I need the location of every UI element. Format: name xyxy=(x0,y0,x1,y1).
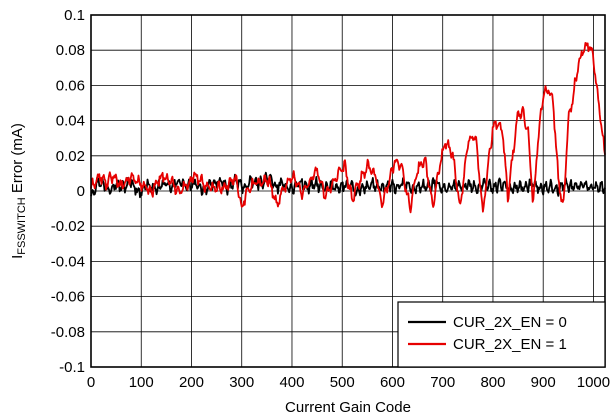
y-tick-label: -0.08 xyxy=(51,324,85,341)
x-tick-label: 400 xyxy=(279,374,304,391)
y-tick-label: -0.02 xyxy=(51,218,85,235)
y-tick-label: 0.08 xyxy=(56,42,85,59)
y-tick-label: -0.1 xyxy=(59,359,85,376)
legend-box xyxy=(397,301,606,368)
y-axis-title-subscript: FSSWITCH xyxy=(16,197,28,254)
y-tick-labels: -0.1 -0.08 -0.06 -0.04 -0.02 0 0.02 0.04 0.06 0.0… xyxy=(51,7,85,376)
y-tick-label: -0.06 xyxy=(51,289,85,306)
x-tick-label: 0 xyxy=(87,374,95,391)
x-tick-label: 900 xyxy=(531,374,556,391)
x-tick-label: 300 xyxy=(229,374,254,391)
y-tick-label: 0.04 xyxy=(56,113,85,130)
y-tick-label: 0.1 xyxy=(64,7,85,24)
y-tick-label: 0 xyxy=(77,183,85,200)
x-tick-label: 100 xyxy=(129,374,154,391)
y-tick-label: -0.04 xyxy=(51,253,85,270)
y-axis-title: IFSSWITCH Error (mA) xyxy=(9,123,28,259)
x-tick-label: 700 xyxy=(430,374,455,391)
series-line-1 xyxy=(90,42,606,214)
x-tick-label: 1000 xyxy=(577,374,610,391)
x-axis-title: Current Gain Code xyxy=(285,399,411,416)
y-axis-title-main: I xyxy=(9,255,26,259)
x-tick-label: 200 xyxy=(179,374,204,391)
x-tick-labels: 0 100 200 300 400 500 600 700 800 900 1000 xyxy=(87,374,610,391)
x-tick-label: 500 xyxy=(330,374,355,391)
legend-label-series-0: CUR_2X_EN = 0 xyxy=(453,314,567,331)
legend-label-series-1: CUR_2X_EN = 1 xyxy=(453,336,567,353)
legend: CUR_2X_EN = 0 CUR_2X_EN = 1 xyxy=(397,301,606,368)
x-tick-label: 600 xyxy=(380,374,405,391)
plot-frame xyxy=(90,14,606,368)
series-layer xyxy=(90,42,606,214)
x-tick-label: 800 xyxy=(480,374,505,391)
y-tick-label: 0.06 xyxy=(56,77,85,94)
y-tick-label: 0.02 xyxy=(56,148,85,165)
y-axis-title-rest: Error (mA) xyxy=(9,123,26,197)
